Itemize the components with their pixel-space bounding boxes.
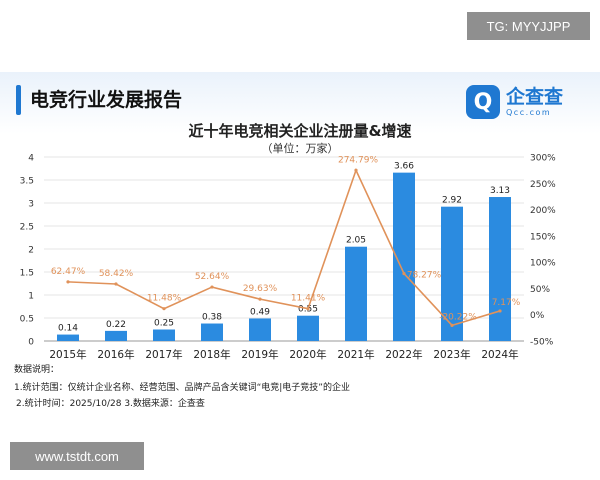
x-tick-label: 2015年: [49, 348, 86, 361]
y-tick-label: 3.5: [20, 177, 34, 187]
logo-name: 企查查: [506, 86, 564, 108]
y-tick-label: 2: [28, 246, 34, 256]
bar-value-label: 0.14: [58, 324, 78, 334]
y-tick-label: 2.5: [20, 223, 34, 233]
x-tick-label: 2024年: [481, 348, 518, 361]
growth-point: [306, 307, 310, 311]
title-accent-bar: [16, 85, 21, 115]
y-tick-label: 3: [28, 200, 34, 210]
x-tick-label: 2019年: [241, 348, 278, 361]
notes-line-2: 2.统计时间：2025/10/28 3.数据来源：企查查: [16, 399, 205, 409]
growth-point: [498, 309, 502, 313]
growth-value-label: -20.22%: [439, 312, 477, 322]
bar-value-label: 2.92: [442, 196, 462, 206]
growth-value-label: 274.79%: [338, 155, 378, 165]
growth-value-label: 62.47%: [51, 267, 86, 277]
growth-point: [162, 307, 166, 311]
bar: [153, 329, 175, 341]
x-tick-label: 2020年: [289, 348, 326, 361]
growth-value-label: 29.63%: [243, 284, 278, 294]
bar: [297, 315, 319, 341]
bar: [57, 334, 79, 341]
bar-value-label: 2.05: [346, 236, 366, 246]
y-right-tick-label: 150%: [530, 232, 556, 242]
bar: [489, 197, 511, 341]
bar: [249, 318, 271, 341]
bar: [441, 206, 463, 341]
y-right-tick-label: 0%: [530, 311, 545, 321]
growth-point: [66, 280, 70, 284]
growth-line: [67, 168, 501, 327]
growth-value-label: 11.48%: [147, 294, 182, 304]
bar: [345, 246, 367, 341]
logo-sub: Qcc.com: [506, 108, 552, 117]
bar: [393, 172, 415, 341]
bar: [105, 330, 127, 341]
x-tick-label: 2021年: [337, 348, 374, 361]
y-tick-label: 1: [28, 292, 34, 302]
chart-title: 近十年电竞相关企业注册量&增速: [188, 122, 412, 140]
qcc-logo-icon: Q: [466, 85, 500, 119]
growth-value-label: 7.17%: [492, 298, 521, 308]
report-header: [0, 72, 600, 134]
chart-subtitle: （单位：万家）: [261, 142, 339, 155]
watermark-bottom: www.tstdt.com: [10, 442, 144, 470]
growth-point: [114, 282, 118, 286]
growth-value-label: 11.41%: [291, 294, 326, 304]
watermark-top: TG: MYYJJPP: [467, 12, 590, 40]
x-tick-label: 2017年: [145, 348, 182, 361]
bar-value-label: 0.25: [154, 319, 174, 329]
y-right-tick-label: 200%: [530, 206, 556, 216]
data-notes: 数据说明： 1.统计范围：仅统计企业名称、经营范围、品牌产品含关键词“电竞|电子…: [14, 362, 350, 412]
bar-value-label: 0.22: [106, 320, 126, 330]
y-right-tick-label: -50%: [530, 338, 554, 348]
growth-point: [450, 323, 454, 327]
qcc-logo: Q 企查查 Qcc.com: [466, 84, 586, 120]
y-tick-label: 4: [28, 154, 34, 164]
growth-point: [210, 285, 214, 289]
y-right-tick-label: 300%: [530, 154, 556, 164]
notes-heading: 数据说明：: [14, 365, 60, 375]
bar-value-label: 3.13: [490, 186, 510, 196]
growth-point: [354, 168, 358, 172]
growth-value-label: 58.42%: [99, 269, 134, 279]
y-tick-label: 1.5: [20, 269, 34, 279]
bar-value-label: 0.49: [250, 307, 270, 317]
y-right-tick-label: 250%: [530, 180, 556, 190]
y-right-tick-label: 50%: [530, 285, 550, 295]
x-tick-label: 2022年: [385, 348, 422, 361]
bar-value-label: 3.66: [394, 162, 414, 172]
bar: [201, 323, 223, 341]
growth-point: [402, 271, 406, 276]
growth-value-label: 52.64%: [195, 272, 230, 282]
x-tick-label: 2016年: [97, 348, 134, 361]
report-title: 电竞行业发展报告: [30, 89, 183, 111]
growth-point: [258, 297, 262, 301]
x-tick-label: 2018年: [193, 348, 230, 361]
growth-value-label: 78.27%: [407, 271, 442, 281]
y-tick-label: 0: [28, 338, 34, 348]
bar-value-label: 0.38: [202, 313, 222, 323]
y-right-tick-label: 100%: [530, 259, 556, 269]
y-tick-label: 0.5: [20, 315, 34, 325]
x-tick-label: 2023年: [433, 348, 470, 361]
notes-line-1: 1.统计范围：仅统计企业名称、经营范围、品牌产品含关键词“电竞|电子竞技”的企业: [14, 383, 350, 393]
logo-text: 企查查 Qcc.com: [506, 86, 563, 118]
